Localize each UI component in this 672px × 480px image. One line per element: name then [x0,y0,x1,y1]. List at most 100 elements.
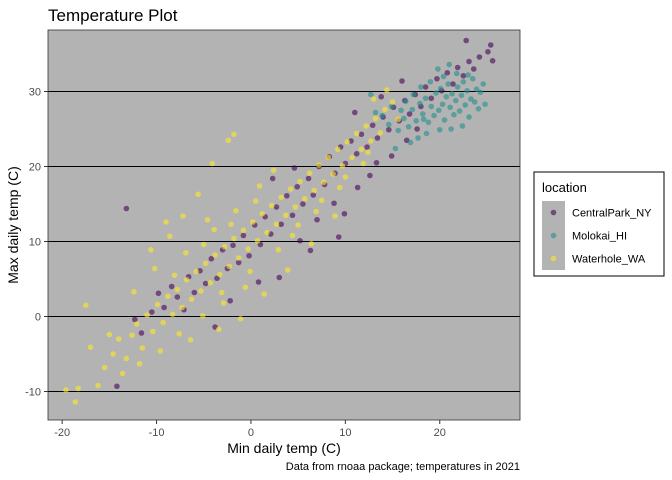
data-point [259,210,266,217]
data-point [436,107,442,114]
data-point [405,123,412,130]
legend-label: CentralPark_NY [572,208,652,220]
gridlines [48,90,520,393]
data-point [358,131,365,138]
data-point [139,345,146,351]
data-point [448,126,454,132]
data-point [132,316,138,323]
data-point [163,219,169,225]
data-point [180,213,186,219]
data-point [470,66,477,72]
data-point [264,229,270,236]
data-point [487,42,494,48]
data-point [225,137,232,144]
data-point [284,267,291,273]
data-point [171,272,178,279]
data-point [339,162,346,169]
data-point [242,284,249,291]
data-point [87,344,94,351]
data-point [449,90,455,97]
data-point [200,312,206,319]
data-point [441,117,448,123]
data-point [459,123,466,129]
data-point [388,153,395,159]
data-point [458,92,465,99]
data-point [465,72,471,78]
data-point [138,330,145,336]
data-point [166,233,173,240]
data-point [247,268,253,275]
data-point [311,187,318,194]
data-point [144,312,150,318]
data-point [217,271,223,278]
data-point [482,101,488,108]
data-point [409,106,416,113]
data-point [116,336,122,342]
data-point [176,330,183,337]
data-point [422,84,429,90]
data-point [434,75,440,82]
x-tick-label: 10 [339,427,351,439]
data-point [399,78,405,84]
data-point [436,126,443,133]
y-axis-ticks: -10 0 10 20 30 [25,87,48,399]
data-point [292,204,299,210]
data-point [169,311,176,318]
data-point [365,149,371,156]
data-point [237,315,244,322]
legend: location CentralPark_NY Molokai_HI Waterho… [533,171,665,277]
data-point [174,294,181,300]
data-point [462,102,469,108]
data-point [273,204,280,210]
chart-caption: Data from rnoaa package; temperatures in… [286,461,520,473]
series-points [114,37,496,390]
data-point [320,179,327,186]
legend-key-point [550,209,557,216]
data-point [119,370,126,377]
data-point [389,99,396,105]
data-point [245,246,251,252]
data-point [388,103,395,110]
data-point [294,183,301,190]
data-point [318,197,325,204]
y-tick-label: 0 [35,312,41,324]
data-point [454,64,461,71]
data-point [278,194,284,201]
data-point [395,127,402,134]
data-point [287,186,294,192]
data-point [344,138,351,145]
data-point [377,129,384,136]
data-point [208,255,215,262]
data-point [235,255,242,261]
y-tick-label: 30 [29,87,41,99]
data-point [443,93,450,100]
data-point [410,91,417,98]
data-point [379,112,385,119]
data-point [256,183,263,189]
data-point [406,111,413,117]
data-point [372,115,379,122]
data-point [456,108,463,114]
data-point [306,170,313,177]
data-point [157,348,164,354]
data-point [413,117,419,124]
data-point [428,95,435,102]
data-point [252,198,259,204]
x-axis-title: Min daily temp (C) [227,440,341,456]
data-point [353,150,360,157]
x-axis-ticks: -20 -10 0 10 20 [54,420,446,439]
data-point [202,280,209,287]
data-point [437,85,444,92]
data-point [123,205,130,212]
data-point [368,91,374,98]
data-point [133,321,140,327]
data-point [179,304,185,311]
data-point [342,174,349,180]
data-point [198,288,204,294]
data-point [114,383,120,390]
data-point [464,87,470,94]
data-point [240,227,247,234]
data-point [207,279,214,286]
data-point [480,81,486,87]
data-point [473,86,480,93]
